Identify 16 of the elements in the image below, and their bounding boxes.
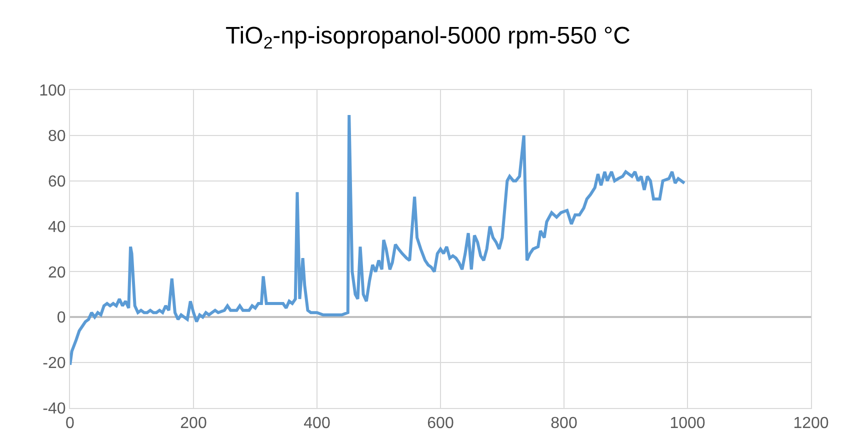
- y-tick-label: 100: [39, 82, 66, 100]
- x-tick-label: 1000: [670, 415, 706, 432]
- x-tick-label: 600: [427, 415, 454, 432]
- x-tick-label: 200: [180, 415, 207, 432]
- line-series: [70, 113, 686, 366]
- y-tick-label: 80: [48, 128, 66, 146]
- y-tick-label: 0: [56, 310, 66, 327]
- y-tick-label: -40: [42, 400, 66, 418]
- chart-title: TiO$_{2}$-np-isopropanol-5000 rpm-550 °C: [226, 22, 630, 52]
- x-tick-label: 1200: [793, 415, 829, 432]
- y-tick-label: 60: [48, 173, 66, 190]
- x-tick-label: 800: [550, 415, 578, 432]
- x-tick-label: 400: [304, 415, 330, 432]
- y-tick-label: 40: [48, 218, 66, 236]
- y-tick-label: -20: [42, 355, 66, 372]
- y-tick-label: 20: [48, 264, 66, 282]
